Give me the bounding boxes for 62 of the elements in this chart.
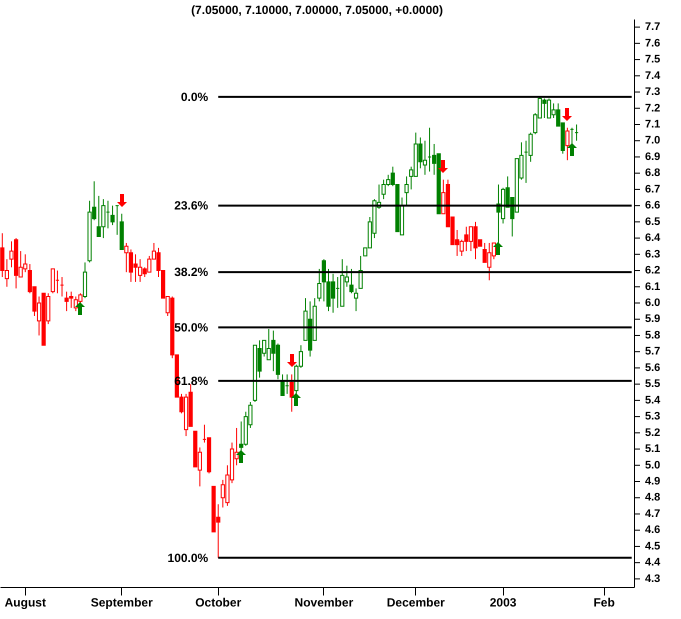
y-tick-label: 4.7 [645, 508, 660, 520]
x-tick-label: September [90, 596, 154, 610]
candlestick [565, 127, 570, 161]
y-tick-label: 4.9 [645, 476, 660, 488]
x-tick-label: December [386, 596, 446, 610]
x-tick-label: August [4, 596, 46, 610]
annotation: 23.6% [174, 198, 209, 213]
y-tick-label: 6.8 [645, 167, 660, 180]
y-tick-label: 6.3 [645, 248, 660, 260]
y-tick-label: 5.7 [645, 346, 660, 358]
y-tick-label: 6.2 [645, 264, 660, 277]
annotation: 100.0% [168, 550, 209, 565]
y-tick-label: 7.7 [645, 21, 660, 34]
x-tick-label: Feb [593, 596, 615, 610]
candlestick [330, 273, 336, 314]
candlestick [290, 374, 294, 412]
y-tick-label: 6.6 [645, 200, 660, 212]
candlestick [404, 176, 409, 206]
candlestick [354, 288, 358, 312]
x-tick-label: November [294, 596, 354, 610]
y-tick-label: 5.1 [645, 443, 660, 456]
y-tick-label: 7.4 [645, 70, 662, 82]
y-tick-label: 4.4 [645, 556, 662, 569]
y-tick-label: 4.5 [645, 540, 660, 552]
candlestick [546, 98, 552, 118]
y-tick-label: 5.8 [645, 329, 660, 342]
candlestick [473, 221, 478, 260]
candlestick [528, 132, 533, 162]
y-tick-label: 5.0 [645, 459, 660, 472]
candlestick [422, 140, 428, 176]
y-tick-label: 6.4 [645, 232, 662, 244]
annotation: 38.2% [174, 265, 209, 280]
x-tick-label: October [195, 596, 242, 610]
candlestick [349, 268, 354, 294]
y-tick-label: 7.0 [645, 134, 660, 147]
y-tick-label: 6.9 [645, 150, 660, 163]
annotation: 0.0% [180, 90, 209, 104]
candlestick [50, 268, 55, 294]
y-tick-label: 7.1 [645, 118, 660, 130]
annotation: 50.0% [174, 320, 209, 334]
y-tick-label: 6.0 [645, 297, 660, 309]
chart-title: (7.05000, 7.10000, 7.00000, 7.05000, +0.0000) [191, 3, 443, 17]
y-tick-label: 5.4 [645, 394, 662, 406]
y-tick-label: 7.2 [645, 102, 660, 114]
y-tick-label: 4.8 [645, 492, 660, 504]
y-tick-label: 5.5 [645, 378, 660, 390]
y-tick-label: 5.6 [645, 362, 660, 374]
y-tick-label: 7.5 [645, 54, 660, 66]
y-tick-label: 4.6 [645, 524, 660, 536]
y-tick-label: 5.2 [645, 426, 660, 439]
y-tick-label: 7.3 [645, 86, 660, 98]
candlestick [317, 268, 322, 302]
candlestick [110, 205, 115, 226]
y-tick-label: 6.1 [645, 280, 660, 293]
y-tick-label: 4.3 [645, 572, 660, 585]
y-tick-label: 5.9 [645, 313, 660, 326]
y-tick-label: 6.5 [645, 216, 660, 228]
y-tick-label: 6.7 [645, 183, 660, 196]
y-tick-label: 7.6 [645, 37, 660, 50]
x-tick-label: 2003 [490, 596, 517, 610]
y-tick-label: 5.3 [645, 410, 660, 423]
candlestick [133, 254, 138, 282]
